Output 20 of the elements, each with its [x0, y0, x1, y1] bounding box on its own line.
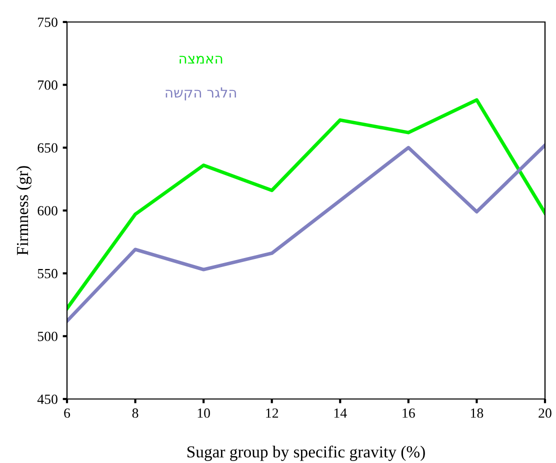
x-tick-label: 6 — [64, 408, 70, 418]
x-tick-label: 12 — [266, 408, 278, 418]
x-tick-label: 10 — [198, 408, 210, 418]
x-axis-title: Sugar group by specific gravity (%) — [187, 446, 425, 461]
line-series — [67, 143, 545, 323]
text: השקה רגלה — [166, 87, 236, 100]
y-tick-label: 650 — [38, 143, 58, 153]
x-tick-label: 16 — [402, 408, 415, 418]
x-tick-label: 18 — [470, 408, 484, 418]
text: הצמאה — [180, 56, 222, 64]
y-tick-label: 550 — [38, 268, 58, 278]
x-tick-label: 14 — [334, 408, 347, 418]
y-axis-title: Firmness (gr) — [16, 166, 32, 256]
y-tick-label: 600 — [38, 206, 58, 216]
x-tick-label: 20 — [538, 408, 552, 418]
y-tick-label: 500 — [38, 332, 58, 342]
y-tick-label: 450 — [37, 394, 58, 404]
x-tick-label: 8 — [132, 408, 138, 418]
y-tick-label: 750 — [38, 18, 58, 27]
y-tick-label: 700 — [38, 80, 58, 90]
